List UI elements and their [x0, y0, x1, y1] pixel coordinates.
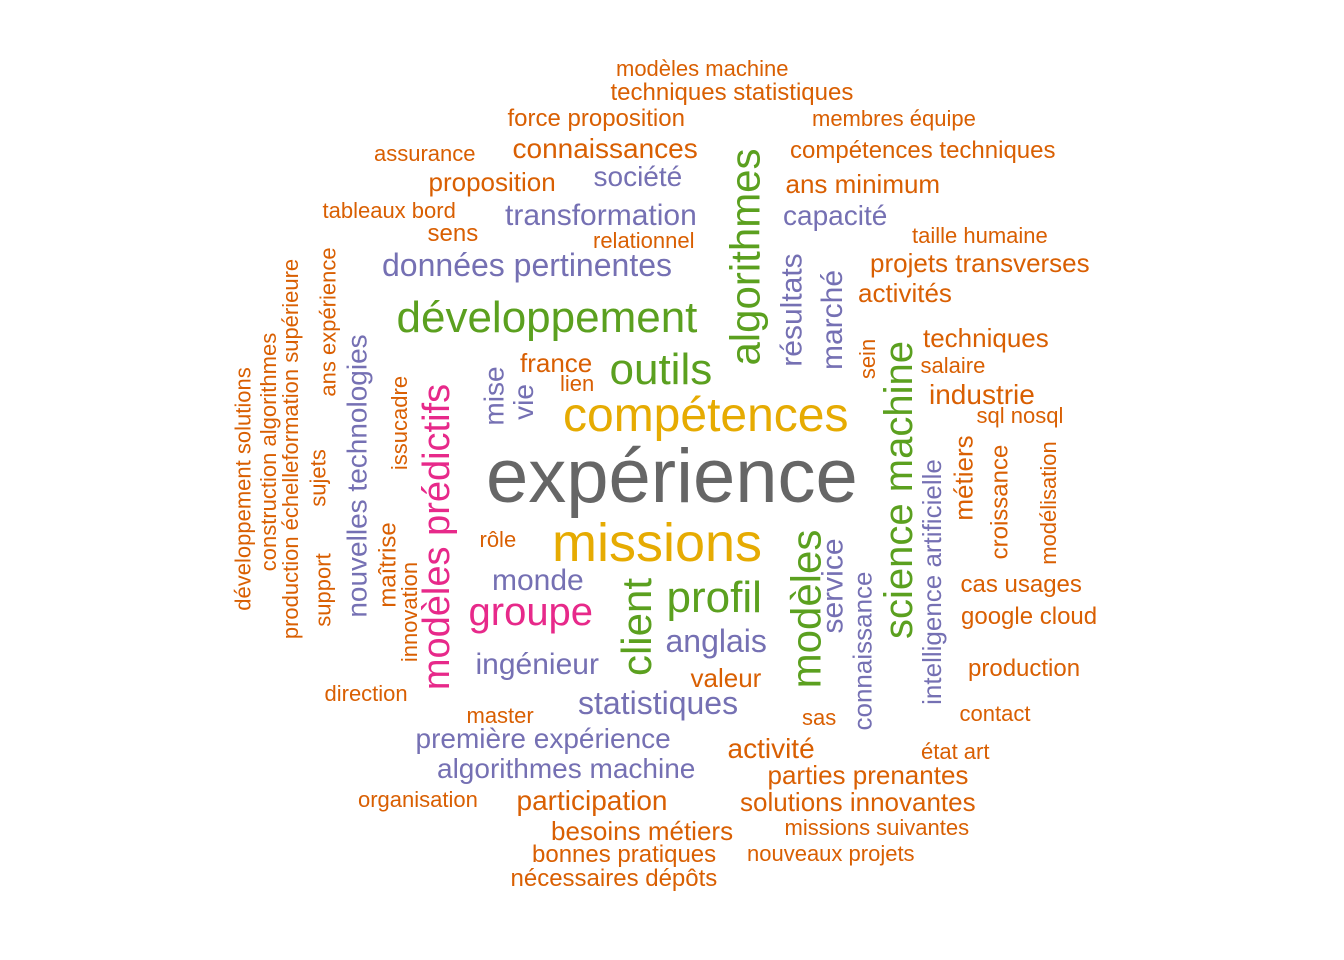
- cloud-word: contact: [959, 701, 1031, 726]
- cloud-word: modélisation: [1035, 441, 1061, 565]
- cloud-word: sein: [855, 338, 881, 380]
- cloud-word: techniques: [923, 323, 1049, 353]
- cloud-word: ingénieur: [475, 648, 599, 681]
- cloud-word: développement solutions: [230, 367, 256, 611]
- cloud-word: participation: [516, 785, 668, 816]
- cloud-word: google cloud: [961, 603, 1098, 630]
- cloud-word: issucadre: [387, 375, 413, 471]
- cloud-word: master: [466, 703, 534, 728]
- cloud-word: profil: [666, 573, 762, 622]
- cloud-word: statistiques: [578, 685, 739, 721]
- cloud-word: nécessaires dépôts: [510, 865, 718, 892]
- cloud-word: société: [593, 161, 683, 192]
- cloud-word: connaissance: [847, 571, 877, 731]
- cloud-word: client: [613, 577, 661, 677]
- cloud-word: service: [816, 538, 850, 634]
- cloud-word: données pertinentes: [382, 247, 672, 283]
- cloud-word: sujets: [305, 449, 331, 507]
- cloud-word: support: [310, 553, 336, 627]
- cloud-word: activités: [858, 278, 952, 308]
- cloud-word: cas usages: [960, 571, 1082, 598]
- cloud-word: compétences: [563, 389, 849, 442]
- cloud-word: vie: [507, 384, 539, 420]
- cloud-word: marché: [816, 269, 850, 371]
- cloud-word: sql nosql: [976, 403, 1064, 428]
- cloud-word: missions suivantes: [784, 815, 970, 840]
- cloud-word: tableaux bord: [322, 198, 456, 223]
- cloud-word: sas: [802, 705, 837, 730]
- cloud-word: construction algorithmes: [256, 332, 282, 572]
- cloud-word: relationnel: [593, 228, 695, 253]
- cloud-word: résultats: [775, 253, 809, 367]
- cloud-word: missions: [552, 513, 763, 573]
- cloud-word: lien: [560, 371, 595, 396]
- cloud-word: science machine: [876, 341, 921, 639]
- cloud-word: algorithmes: [721, 148, 769, 366]
- cloud-word: besoins métiers: [551, 816, 734, 846]
- cloud-word: innovation: [397, 561, 423, 663]
- cloud-word: salaire: [920, 353, 986, 378]
- cloud-word: expérience: [486, 434, 858, 519]
- cloud-word: activité: [727, 733, 815, 764]
- cloud-word: solutions innovantes: [740, 787, 976, 817]
- cloud-word: taille humaine: [912, 223, 1048, 248]
- cloud-word: connaissances: [512, 133, 698, 164]
- cloud-word: techniques statistiques: [610, 79, 854, 106]
- cloud-word: organisation: [358, 787, 478, 812]
- cloud-word: croissance: [985, 444, 1013, 560]
- cloud-word: nouveaux projets: [747, 841, 915, 866]
- cloud-word: projets transverses: [870, 248, 1090, 278]
- cloud-word: direction: [324, 681, 408, 706]
- cloud-word: proposition: [428, 167, 556, 197]
- cloud-word: force proposition: [507, 105, 685, 132]
- cloud-word: sens: [427, 220, 479, 247]
- cloud-word: bonnes pratiques: [532, 841, 717, 868]
- cloud-word: ans expérience: [315, 247, 341, 397]
- cloud-word: modèles prédictifs: [416, 383, 459, 691]
- cloud-word: monde: [492, 564, 584, 597]
- cloud-word: modèles machine: [616, 56, 789, 81]
- cloud-word: parties prenantes: [767, 760, 969, 790]
- cloud-word: première expérience: [415, 723, 671, 754]
- cloud-word: transformation: [505, 199, 697, 232]
- cloud-word: membres équipe: [812, 106, 976, 131]
- cloud-word: production: [968, 655, 1081, 682]
- cloud-word: métiers: [948, 435, 979, 521]
- cloud-word: outils: [609, 345, 713, 394]
- cloud-word: anglais: [665, 623, 767, 659]
- cloud-word: industrie: [929, 379, 1035, 410]
- cloud-word: intelligence artificielle: [916, 459, 947, 705]
- cloud-word: production échelleformation supérieure: [278, 258, 304, 640]
- cloud-word: rôle: [479, 527, 517, 552]
- cloud-word: valeur: [690, 663, 762, 693]
- cloud-word: compétences techniques: [790, 137, 1056, 164]
- cloud-word: france: [520, 348, 593, 378]
- cloud-word: assurance: [374, 141, 476, 166]
- cloud-word: algorithmes machine: [437, 753, 696, 784]
- cloud-word: capacité: [783, 200, 888, 231]
- cloud-word: développement: [396, 293, 698, 342]
- cloud-word: état art: [921, 739, 990, 764]
- cloud-word: mise: [478, 366, 510, 426]
- cloud-word: groupe: [468, 590, 594, 634]
- cloud-word: nouvelles technologies: [341, 334, 373, 618]
- cloud-word: ans minimum: [785, 169, 941, 199]
